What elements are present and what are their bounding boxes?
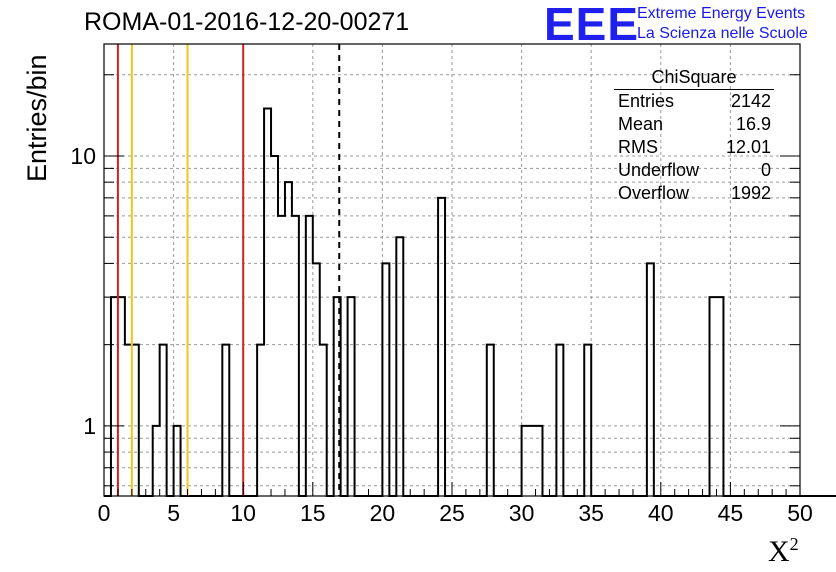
histogram-bin <box>257 345 264 496</box>
stats-row-overflow: Overflow 1992 <box>618 183 771 203</box>
histogram-bin <box>132 345 139 496</box>
x-tick-label: 30 <box>509 500 535 526</box>
x-tick-label: 40 <box>648 500 674 526</box>
histogram-bin <box>118 297 125 496</box>
x-axis-label: X2 <box>768 534 799 569</box>
histogram-bin <box>487 345 494 496</box>
histogram-bin <box>174 426 181 496</box>
eee-logo: EEE <box>544 0 640 50</box>
histogram-bin <box>320 345 327 496</box>
x-tick-label: 35 <box>578 500 604 526</box>
histogram-bin <box>222 345 229 496</box>
histogram-bin <box>348 297 355 496</box>
x-tick-label: 20 <box>370 500 396 526</box>
y-tick-label: 10 <box>70 143 96 169</box>
x-tick-label: 10 <box>230 500 256 526</box>
histogram-bin <box>271 156 278 496</box>
histogram-bin <box>716 297 723 496</box>
x-tick-label: 0 <box>98 500 111 526</box>
histogram-bin <box>313 263 320 496</box>
x-tick-label: 25 <box>439 500 465 526</box>
histogram-bin <box>438 198 445 496</box>
histogram-bin <box>536 426 543 496</box>
histogram-bin <box>111 297 118 496</box>
x-tick-label: 45 <box>718 500 744 526</box>
histogram-bin <box>710 297 717 496</box>
stats-box: ChiSquare Entries 2142 Mean 16.9 RMS 12.01 … <box>611 66 777 205</box>
y-axis-label: Entries/bin <box>22 54 53 182</box>
histogram-bin <box>584 345 591 496</box>
histogram-bin <box>153 426 160 496</box>
histogram-bin <box>292 216 299 496</box>
histogram-bin <box>125 345 132 496</box>
y-tick-label: 1 <box>83 413 96 439</box>
axis-ticks: 0 5 10 15 20 25 30 35 40 45 50 1 10 <box>70 74 813 526</box>
stats-row-rms: RMS 12.01 <box>618 137 771 157</box>
reference-lines <box>116 44 341 496</box>
histogram-bin <box>382 263 389 496</box>
x-tick-label: 50 <box>787 500 813 526</box>
x-axis-label-text: X <box>768 535 790 568</box>
histogram-bin <box>285 182 292 496</box>
x-tick-label: 15 <box>300 500 326 526</box>
y-axis-label-text: Entries/bin <box>22 54 52 182</box>
histogram-bin <box>160 345 167 496</box>
histogram-bin <box>529 426 536 496</box>
histogram-bin <box>278 216 285 496</box>
stats-row-mean: Mean 16.9 <box>618 114 771 134</box>
histogram-bin <box>306 216 313 496</box>
x-axis-label-superscript: 2 <box>789 534 799 554</box>
org-name: Extreme Energy Events La Scienza nelle S… <box>637 4 808 44</box>
histogram-bin <box>556 345 563 496</box>
histogram-bin <box>647 263 654 496</box>
histogram-bin <box>396 237 403 496</box>
histogram-bin <box>264 108 271 496</box>
histogram-bin <box>522 426 529 496</box>
stats-row-underflow: Underflow 0 <box>618 160 771 180</box>
stats-name: ChiSquare <box>614 66 774 90</box>
grid <box>104 44 800 496</box>
chart-title: ROMA-01-2016-12-20-00271 <box>84 8 410 36</box>
x-tick-label: 5 <box>167 500 180 526</box>
org-line-1: Extreme Energy Events <box>637 5 806 22</box>
org-line-2: La Scienza nelle Scuole <box>637 25 808 42</box>
stats-row-entries: Entries 2142 <box>618 91 771 111</box>
